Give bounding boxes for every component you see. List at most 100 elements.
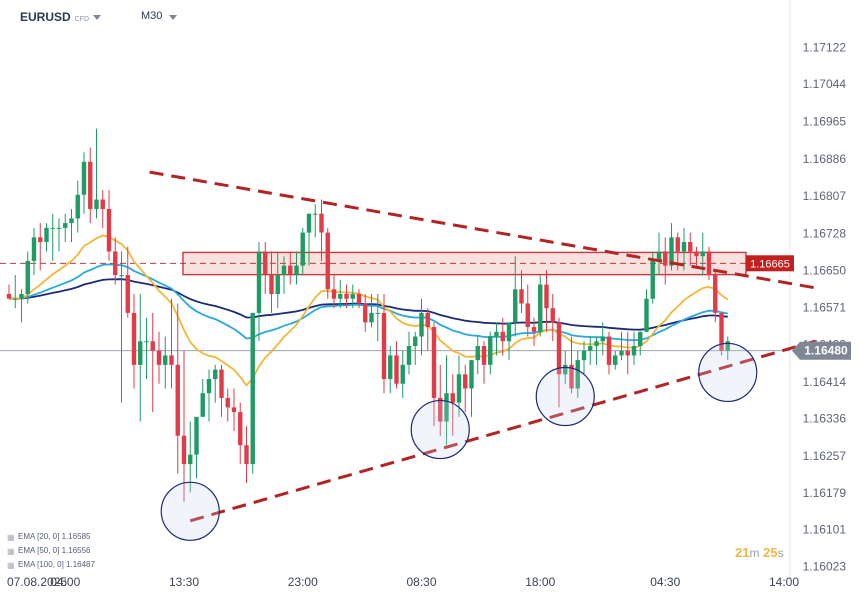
chevron-down-icon[interactable]: [169, 15, 177, 20]
candle[interactable]: [138, 294, 143, 422]
candle[interactable]: [256, 242, 262, 342]
candle[interactable]: [363, 294, 368, 332]
chevron-down-icon[interactable]: [93, 15, 101, 20]
highlight-circle[interactable]: [535, 366, 595, 427]
candle[interactable]: [81, 152, 87, 214]
candle[interactable]: [231, 388, 237, 431]
candle[interactable]: [544, 270, 549, 332]
candle[interactable]: [288, 251, 293, 285]
candle[interactable]: [588, 336, 593, 365]
candle[interactable]: [681, 227, 687, 271]
candle[interactable]: [381, 294, 387, 394]
ema100-line[interactable]: [9, 278, 728, 331]
candle[interactable]: [144, 317, 149, 380]
candle[interactable]: [631, 331, 637, 365]
candle[interactable]: [488, 331, 493, 375]
candle[interactable]: [150, 312, 155, 413]
candle[interactable]: [13, 275, 18, 309]
candle[interactable]: [56, 218, 62, 252]
candle[interactable]: [531, 317, 537, 346]
trendline-lower[interactable]: [189, 339, 816, 523]
current-price-badge[interactable]: 1.16480: [792, 341, 851, 360]
candle[interactable]: [663, 237, 668, 285]
candle[interactable]: [463, 364, 468, 413]
candle[interactable]: [525, 284, 530, 337]
candle[interactable]: [581, 341, 587, 375]
highlight-circle[interactable]: [410, 399, 470, 460]
candle[interactable]: [113, 237, 118, 285]
candle[interactable]: [250, 312, 255, 474]
candle[interactable]: [413, 331, 418, 365]
candle[interactable]: [425, 308, 430, 351]
candle[interactable]: [394, 341, 399, 389]
candle[interactable]: [594, 336, 599, 365]
candle[interactable]: [606, 331, 612, 375]
candle[interactable]: [300, 227, 305, 276]
candle[interactable]: [344, 284, 349, 309]
candle[interactable]: [181, 350, 187, 502]
candle[interactable]: [725, 336, 730, 361]
candle[interactable]: [419, 298, 424, 356]
candle[interactable]: [500, 317, 505, 356]
candle[interactable]: [694, 246, 699, 266]
candle[interactable]: [125, 246, 130, 318]
highlight-circle[interactable]: [160, 481, 220, 541]
candle[interactable]: [50, 213, 55, 261]
candle[interactable]: [69, 208, 74, 243]
candle[interactable]: [444, 355, 449, 446]
candle[interactable]: [306, 213, 312, 266]
candle[interactable]: [238, 402, 243, 465]
candle[interactable]: [269, 251, 274, 313]
candle[interactable]: [369, 294, 374, 328]
candle[interactable]: [494, 322, 499, 356]
candle[interactable]: [350, 284, 355, 309]
candle[interactable]: [275, 251, 280, 309]
candle[interactable]: [688, 232, 693, 266]
candle[interactable]: [94, 128, 99, 219]
candle[interactable]: [44, 223, 49, 252]
candle[interactable]: [163, 336, 168, 389]
candle[interactable]: [169, 298, 174, 389]
candle[interactable]: [25, 251, 30, 304]
candle[interactable]: [475, 336, 480, 375]
candle[interactable]: [613, 350, 618, 370]
candle[interactable]: [31, 227, 37, 276]
candle[interactable]: [263, 242, 268, 294]
candle[interactable]: [638, 331, 643, 356]
candle[interactable]: [519, 270, 524, 313]
candle[interactable]: [206, 369, 212, 422]
candle[interactable]: [213, 364, 218, 403]
candle[interactable]: [450, 374, 455, 436]
candle[interactable]: [313, 204, 318, 238]
candle[interactable]: [88, 147, 93, 224]
timeframe-selector[interactable]: M30: [141, 10, 163, 22]
candle[interactable]: [456, 355, 462, 417]
candle[interactable]: [194, 416, 199, 479]
candle[interactable]: [294, 251, 299, 285]
candle[interactable]: [100, 190, 105, 228]
candle[interactable]: [38, 223, 43, 271]
candle[interactable]: [200, 379, 205, 417]
candle[interactable]: [619, 331, 624, 361]
candle[interactable]: [319, 199, 324, 261]
candle[interactable]: [469, 360, 474, 417]
indicator-settings-icon[interactable]: ▦: [7, 561, 15, 571]
candle[interactable]: [400, 350, 405, 398]
candle[interactable]: [656, 232, 662, 276]
candle[interactable]: [75, 180, 80, 233]
candle[interactable]: [513, 256, 518, 337]
candle[interactable]: [156, 331, 162, 384]
candle[interactable]: [6, 284, 12, 299]
candle[interactable]: [538, 275, 543, 337]
candle[interactable]: [375, 294, 380, 342]
candle[interactable]: [19, 289, 24, 323]
candle[interactable]: [388, 345, 393, 394]
candle[interactable]: [719, 312, 724, 356]
candle[interactable]: [625, 331, 630, 375]
candle[interactable]: [225, 388, 230, 422]
candle[interactable]: [550, 294, 555, 342]
trendline-upper[interactable]: [149, 170, 816, 290]
indicator-settings-icon[interactable]: ▦: [7, 547, 15, 557]
candle[interactable]: [569, 336, 574, 394]
